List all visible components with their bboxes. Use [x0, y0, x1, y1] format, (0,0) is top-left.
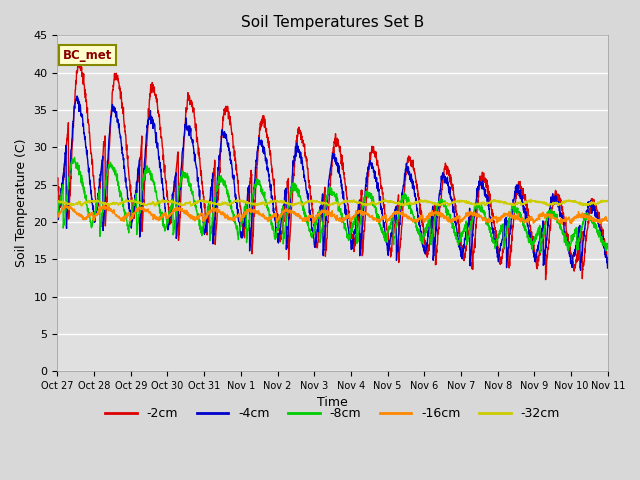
-4cm [54, 214, 61, 220]
-32cm [556, 201, 563, 206]
Line: -32cm: -32cm [58, 199, 608, 206]
-8cm [361, 195, 369, 201]
-16cm [571, 216, 579, 221]
-2cm [604, 255, 612, 261]
-8cm [556, 223, 563, 228]
-4cm [577, 267, 584, 273]
-32cm [571, 199, 579, 204]
-8cm [604, 246, 612, 252]
-2cm [542, 277, 550, 283]
-4cm [349, 242, 356, 248]
-2cm [207, 194, 215, 200]
-2cm [54, 178, 61, 184]
-8cm [70, 155, 78, 160]
-4cm [604, 261, 612, 267]
Line: -16cm: -16cm [58, 204, 608, 224]
-2cm [349, 239, 356, 245]
Line: -2cm: -2cm [58, 59, 608, 280]
-2cm [493, 243, 500, 249]
Title: Soil Temperatures Set B: Soil Temperatures Set B [241, 15, 424, 30]
-4cm [207, 187, 215, 193]
-8cm [537, 250, 545, 255]
-2cm [556, 202, 563, 208]
-8cm [207, 224, 215, 229]
-32cm [361, 202, 369, 207]
-32cm [207, 199, 214, 204]
Text: BC_met: BC_met [63, 49, 112, 62]
-16cm [207, 207, 215, 213]
-16cm [558, 221, 566, 227]
X-axis label: Time: Time [317, 396, 348, 409]
-16cm [604, 218, 612, 224]
-4cm [73, 93, 81, 99]
-16cm [61, 202, 69, 207]
-32cm [54, 198, 61, 204]
-4cm [493, 243, 500, 249]
Y-axis label: Soil Temperature (C): Soil Temperature (C) [15, 139, 28, 267]
-2cm [361, 227, 369, 232]
-16cm [493, 219, 500, 225]
-32cm [493, 198, 500, 204]
-16cm [54, 215, 61, 220]
-8cm [54, 214, 61, 219]
-2cm [571, 262, 579, 267]
-32cm [381, 196, 389, 202]
-8cm [349, 225, 356, 230]
-16cm [349, 216, 356, 222]
-32cm [349, 199, 356, 204]
-2cm [76, 56, 84, 61]
-32cm [604, 198, 612, 204]
-8cm [571, 227, 579, 232]
-16cm [361, 210, 369, 216]
Line: -8cm: -8cm [58, 157, 608, 252]
-32cm [288, 204, 296, 209]
-4cm [571, 247, 579, 252]
Line: -4cm: -4cm [58, 96, 608, 270]
-4cm [556, 208, 563, 214]
Legend: -2cm, -4cm, -8cm, -16cm, -32cm: -2cm, -4cm, -8cm, -16cm, -32cm [100, 402, 565, 425]
-8cm [493, 241, 500, 247]
-4cm [361, 195, 369, 201]
-16cm [556, 219, 563, 225]
